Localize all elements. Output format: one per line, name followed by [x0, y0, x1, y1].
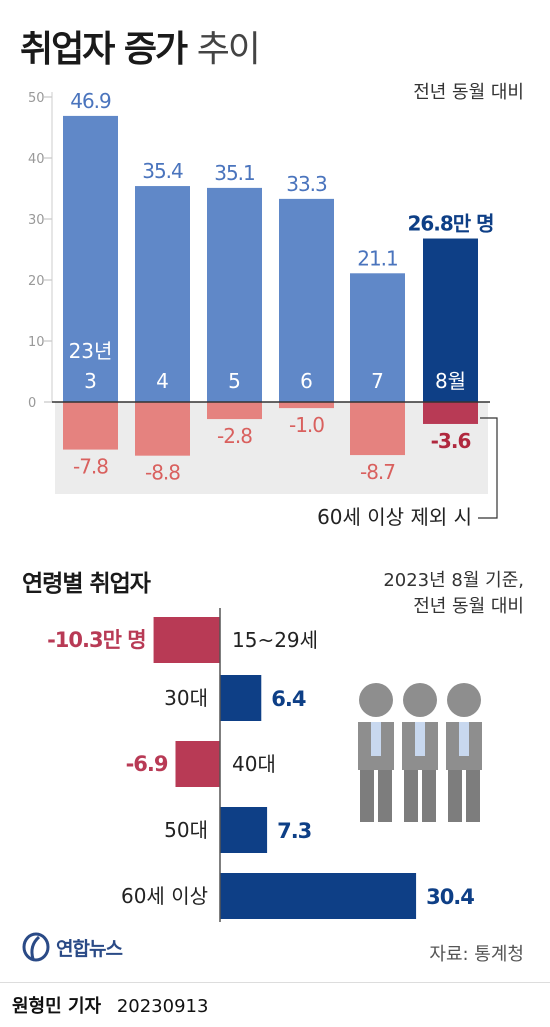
- byline-name: 원형민 기자: [12, 996, 102, 1017]
- person-head: [359, 683, 393, 717]
- person-leg: [404, 770, 418, 822]
- value-label-negative: -2.8: [217, 424, 252, 448]
- bar-positive: [63, 115, 118, 402]
- top-note: 전년 동월 대비: [413, 82, 524, 103]
- title-sub: 추이: [196, 29, 261, 70]
- x-tick-label: 23년: [69, 339, 113, 363]
- annotation-label: 60세 이상 제외 시: [317, 505, 472, 529]
- person-shirt: [415, 722, 425, 756]
- person-leg: [466, 770, 480, 822]
- x-tick-label: 7: [371, 369, 384, 393]
- category-label: 40대: [232, 752, 276, 776]
- y-tick-label: 30: [28, 213, 45, 228]
- bar-age-group: [220, 873, 417, 919]
- person-leg: [448, 770, 462, 822]
- category-label: 30대: [164, 686, 208, 710]
- title-main: 취업자 증가: [20, 29, 188, 70]
- bar-age-group: [175, 741, 220, 787]
- bar-age-group: [220, 807, 268, 853]
- person-leg: [360, 770, 374, 822]
- value-label: -6.9: [126, 752, 168, 776]
- byline-date: 20230913: [116, 996, 209, 1017]
- bar-negative: [423, 402, 478, 424]
- category-label: 15~29세: [232, 628, 318, 652]
- x-tick-label: 3: [84, 369, 97, 393]
- footer-bar: [0, 982, 550, 1027]
- category-label: 50대: [164, 818, 208, 842]
- person-head: [403, 683, 437, 717]
- x-tick-label: 4: [156, 369, 169, 393]
- value-label-positive: 35.4: [142, 159, 183, 183]
- bar-age-group: [220, 675, 262, 721]
- chart-title: 취업자 증가 추이: [20, 20, 261, 72]
- people-illustration: [358, 683, 482, 822]
- x-tick-label: 8월: [435, 369, 466, 393]
- annotation-leader: [478, 417, 498, 519]
- value-label-positive: 33.3: [286, 172, 327, 196]
- y-tick-label: 50: [28, 91, 45, 106]
- value-label: 6.4: [271, 687, 306, 711]
- value-label-negative: -7.8: [73, 455, 108, 479]
- bar-positive: [350, 273, 405, 402]
- bar-negative: [135, 402, 190, 456]
- value-label: 7.3: [277, 819, 311, 843]
- bar-positive: [135, 186, 190, 402]
- y-tick-label: 10: [28, 335, 45, 350]
- source-note: 자료: 통계청: [429, 944, 524, 965]
- chart2-note-line1: 2023년 8월 기준,: [383, 570, 524, 591]
- y-tick-label: 0: [28, 396, 36, 411]
- value-label-negative: -1.0: [289, 413, 324, 437]
- value-label-negative: -8.8: [145, 461, 180, 485]
- bar-positive: [207, 187, 262, 402]
- value-label-positive: 21.1: [357, 246, 398, 270]
- negative-shade: [55, 402, 488, 494]
- x-tick-label: 5: [228, 369, 241, 393]
- bar-negative: [207, 402, 262, 420]
- bar-age-group: [153, 617, 220, 663]
- person-leg: [422, 770, 436, 822]
- bar-negative: [63, 402, 118, 450]
- yonhap-logo-icon: [22, 932, 50, 962]
- chart2-note: 2023년 8월 기준, 전년 동월 대비: [383, 568, 524, 620]
- person-head: [447, 683, 481, 717]
- monthly-employment-chart: 50 40 30 20 10 0 46.9 -7.8 23년 3 35.4 -8.8 4 35.1 -2.8…: [28, 89, 498, 529]
- section2-title: 연령별 취업자: [22, 571, 151, 597]
- bar-negative: [279, 402, 334, 409]
- age-employment-chart: -10.3만 명 15~29세 6.4 30대 -6.9 40대 7.3 50대 30.4 60세…: [47, 608, 482, 922]
- bar-negative: [350, 402, 405, 456]
- person-leg: [378, 770, 392, 822]
- x-tick-label: 6: [300, 369, 313, 393]
- person-shirt: [459, 722, 469, 756]
- value-label: 30.4: [426, 885, 474, 909]
- y-tick-label: 20: [28, 274, 45, 289]
- value-label-negative: -8.7: [360, 460, 395, 484]
- y-tick-label: 40: [28, 152, 45, 167]
- logo-text: 연합뉴스: [56, 937, 123, 960]
- byline: 원형민 기자 20230913: [12, 992, 208, 1018]
- value-label-positive: 35.1: [214, 161, 255, 185]
- chart2-note-line2: 전년 동월 대비: [413, 596, 524, 618]
- person-shirt: [371, 722, 381, 756]
- yonhap-logo: 연합뉴스: [22, 932, 123, 962]
- bar-positive: [423, 238, 478, 402]
- value-label: -10.3만 명: [47, 628, 145, 652]
- value-label-negative: -3.6: [431, 429, 471, 453]
- value-label-positive: 46.9: [70, 89, 111, 113]
- value-label-positive: 26.8만 명: [407, 212, 493, 236]
- category-label: 60세 이상: [121, 884, 208, 908]
- bar-positive: [279, 198, 334, 402]
